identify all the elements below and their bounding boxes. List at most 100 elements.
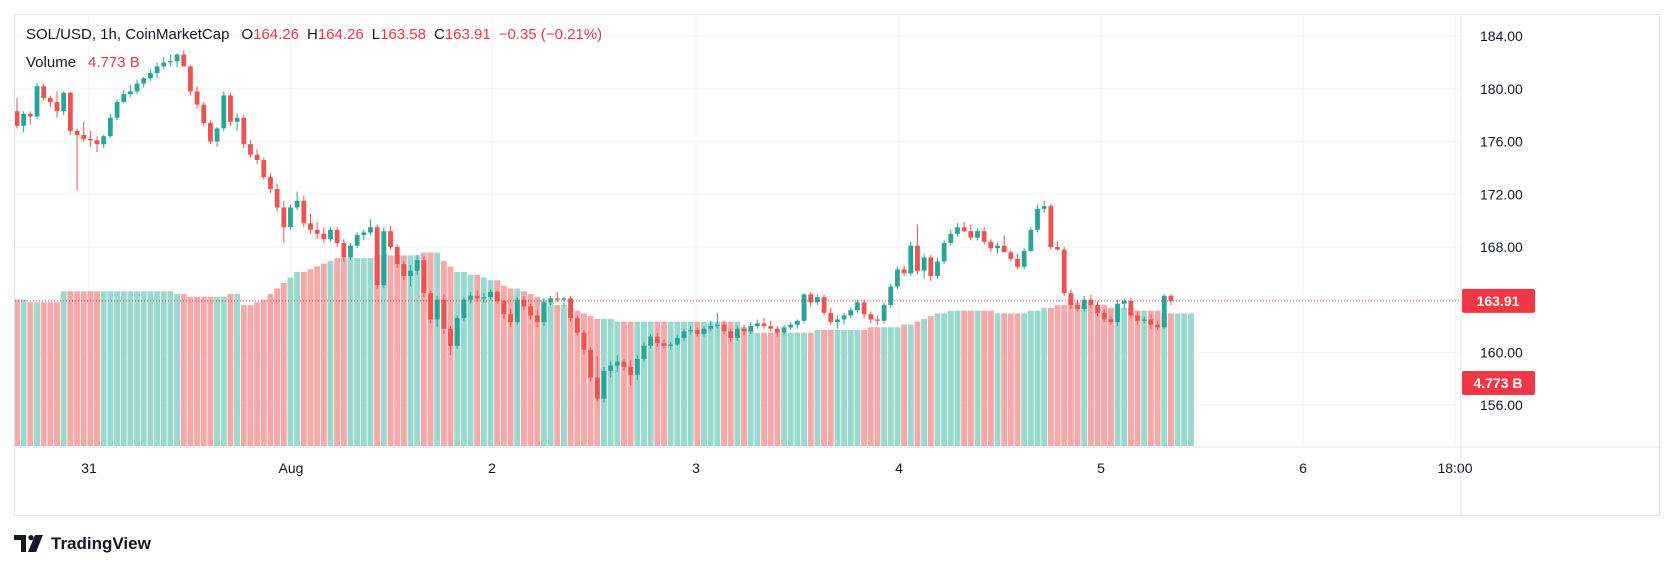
candle — [214, 127, 220, 147]
candle — [461, 297, 467, 321]
candle-body — [294, 200, 300, 208]
candle — [628, 360, 634, 386]
candle-body — [121, 94, 127, 102]
candle-body — [481, 297, 487, 299]
symbol-title[interactable]: SOL/USD, 1h, CoinMarketCap — [26, 26, 230, 43]
volume-bar — [287, 277, 294, 446]
price-tick-label: 172.00 — [1480, 186, 1523, 202]
volume-bar — [561, 305, 567, 446]
candle-body — [694, 330, 700, 334]
volume-bar — [841, 329, 848, 446]
volume-bar — [240, 305, 247, 446]
candle-body — [87, 138, 93, 141]
volume-bar — [894, 327, 901, 446]
candle-body — [261, 159, 267, 178]
candle-body — [674, 337, 680, 345]
candle — [975, 228, 980, 241]
candle-body — [134, 83, 140, 92]
candle-body — [448, 328, 453, 346]
candle — [935, 257, 940, 279]
candle — [968, 224, 974, 241]
candle — [1108, 315, 1114, 325]
volume-bar — [761, 332, 767, 446]
candle — [361, 229, 367, 241]
candle-body — [828, 312, 834, 323]
candle — [127, 84, 133, 97]
candle-body — [1081, 299, 1087, 309]
volume-bar — [127, 291, 134, 446]
volume-bar — [787, 332, 794, 446]
candle — [648, 333, 654, 349]
change-value: −0.35 (−0.21%) — [498, 26, 603, 43]
low-label: L — [371, 26, 381, 43]
candle-body — [901, 269, 907, 274]
volume-bar — [547, 302, 554, 446]
volume-bar — [714, 321, 721, 446]
volume-bar — [1007, 313, 1014, 446]
candle-body — [801, 294, 807, 321]
candle-body — [181, 54, 187, 67]
candle-body — [975, 231, 980, 238]
volume-bar — [114, 291, 120, 446]
candle-body — [521, 299, 527, 307]
candle-body — [714, 324, 720, 327]
candle-body — [174, 54, 180, 62]
volume-bar — [1001, 313, 1008, 446]
candle — [848, 307, 854, 319]
candle-body — [1168, 295, 1174, 302]
candle — [528, 303, 533, 320]
volume-label[interactable]: Volume — [26, 54, 77, 71]
candle-body — [214, 128, 220, 142]
volume-bar — [447, 266, 454, 446]
candle-body — [654, 336, 660, 344]
candle-body — [454, 318, 460, 346]
candle — [828, 307, 834, 325]
candle-body — [541, 302, 547, 323]
candle — [1001, 235, 1007, 253]
candle-body — [1068, 293, 1074, 305]
candle-body — [841, 315, 847, 320]
volume-bar — [647, 321, 654, 446]
candle — [581, 330, 587, 356]
candle-body — [67, 92, 73, 131]
candle-body — [1135, 315, 1140, 321]
candle-body — [748, 326, 754, 332]
candle — [574, 315, 580, 336]
candle-body — [621, 361, 627, 367]
candle — [421, 256, 427, 298]
volume-bar — [827, 329, 834, 446]
volume-bar — [514, 288, 521, 446]
volume-bar — [874, 327, 881, 446]
candle-body — [321, 233, 327, 240]
volume-bar — [467, 274, 474, 446]
candle — [174, 53, 180, 68]
last-price-value: 163.91 — [1477, 293, 1520, 309]
candle-body — [15, 111, 20, 126]
volume-bar — [801, 332, 807, 446]
candle — [955, 223, 960, 237]
candle — [194, 86, 200, 109]
candle — [888, 283, 894, 308]
low-value: 163.58 — [380, 26, 426, 43]
candle-body — [908, 245, 914, 274]
candle — [881, 302, 887, 324]
tradingview-brand[interactable]: TradingView — [14, 534, 151, 554]
candle — [788, 322, 794, 331]
candle — [321, 227, 327, 244]
volume-bar — [327, 260, 334, 446]
candle-body — [368, 227, 373, 233]
candle — [641, 341, 647, 362]
volume-bar — [140, 291, 147, 446]
candle-body — [148, 72, 153, 79]
candle — [508, 308, 513, 328]
candle-body — [534, 315, 540, 323]
volume-bar — [120, 291, 127, 446]
volume-bar — [861, 329, 868, 446]
volume-bar — [641, 321, 647, 446]
chart-canvas[interactable]: 156.00160.00164.00168.00172.00176.00180.… — [15, 15, 1661, 517]
candle-body — [768, 326, 774, 329]
candle-body — [915, 245, 920, 271]
candle-body — [648, 336, 654, 346]
candle-body — [94, 140, 100, 145]
volume-bar — [414, 255, 421, 446]
